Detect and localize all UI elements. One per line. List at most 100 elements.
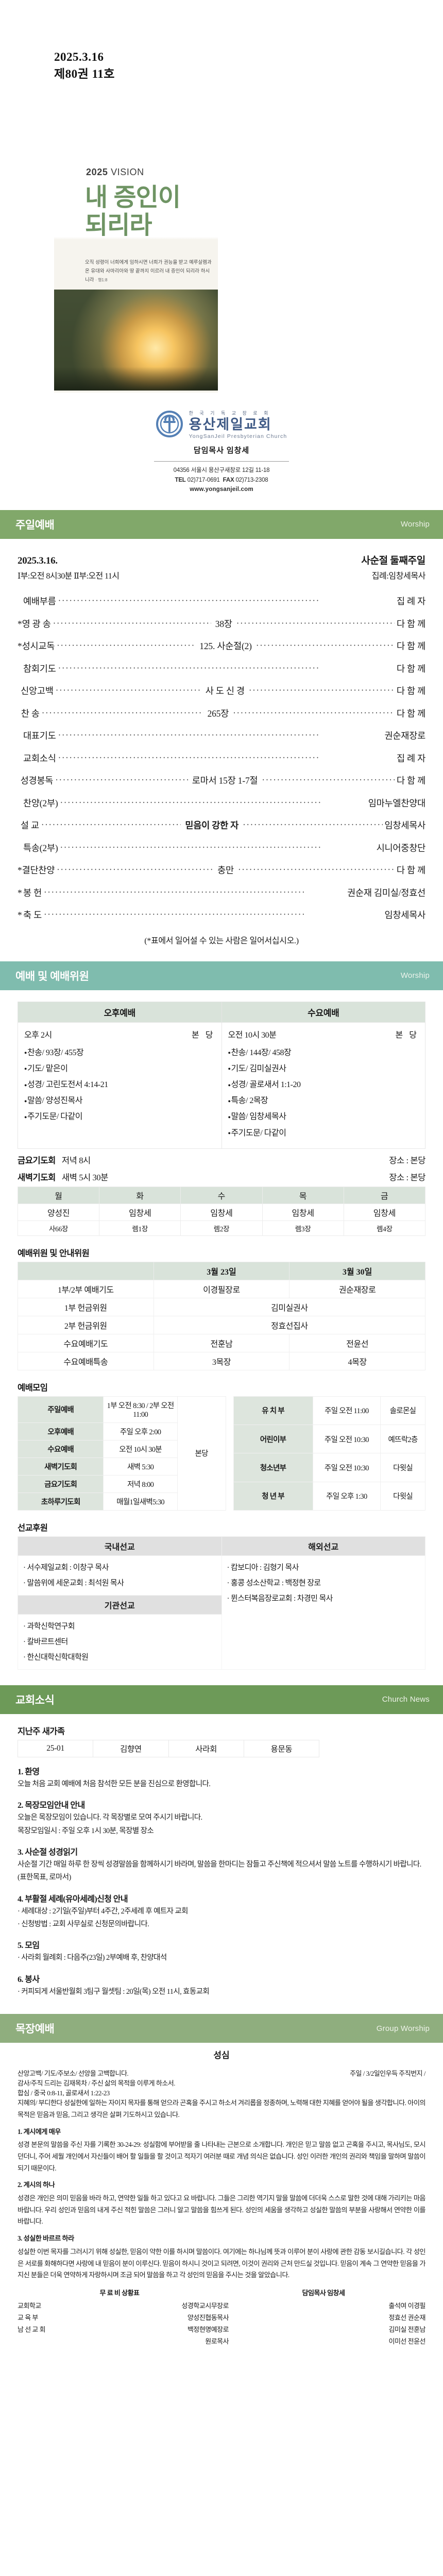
officer-name-right: 이미선 전윤선 <box>388 2337 425 2345</box>
afternoon-service-item: ●주기도문/ 다같이 <box>24 1109 215 1125</box>
denomination-label: 한 국 기 독 교 장 로 회 <box>189 411 271 416</box>
church-website[interactable]: www.yongsanjeil.com <box>190 486 253 493</box>
news-item-title: 1. 환영 <box>18 1767 40 1776</box>
worship-order-detail: 265장 <box>207 708 229 719</box>
mission-institution-item: · 칼바르트센터 <box>23 1637 68 1646</box>
meetings-title: 예배모임 <box>18 1383 48 1393</box>
bullet-icon: ● <box>228 1098 231 1104</box>
worship-order-row: 대표기도 ····································… <box>18 731 425 741</box>
officer-role-right: 시무장로 <box>205 2301 229 2310</box>
sermon-paragraph: 성실한 이번 목자를 그러시기 위해 성실한, 믿음이 약한 이를 하시며 말씀… <box>18 2247 426 2279</box>
worship-order-header: 2025.3.16. Ⅰ부:오전 8시30분 Ⅱ부:오전 11시 사순절 둘째주… <box>18 552 425 584</box>
news-item: 1. 환영 오늘 처음 교회 예배에 처음 참석한 모든 분을 진심으로 환영합니… <box>18 1765 425 1791</box>
leader-dots: ········································… <box>41 708 203 717</box>
officer-name-right: 김미실 전훈남 <box>388 2325 425 2333</box>
worship-order-name: 예배부름 <box>23 596 56 607</box>
meeting-row: 유 치 부 주일 오전 11:00 솔로몬실 <box>233 1396 425 1426</box>
officer-role-right: 원로목사 <box>205 2337 229 2345</box>
prayer-meeting-time: 저녁 8시 <box>61 1155 91 1165</box>
worship-order-leader: 임마누엘찬양대 <box>368 798 426 808</box>
officer-role-left: 남 선 교 회 <box>18 2325 46 2333</box>
group-worship-prayer-label: 합심 / 중국 0:8-11, 골로새서 1:22-23 <box>18 2089 110 2097</box>
officers-left-title: 무 료 비 상황표 <box>99 2289 140 2297</box>
news-item-title: 3. 사순절 성경읽기 <box>18 1848 78 1857</box>
meeting-row: 어린이부 주일 오전 10:30 예뜨락2층 <box>233 1424 425 1454</box>
service-item-text: 주기도문/ 다같이 <box>27 1112 83 1122</box>
church-name-english: YongSanJeil Presbyterian Church <box>189 433 287 439</box>
meeting-time: 매월1일새벽5:30 <box>103 1492 178 1511</box>
worship-order-star: * <box>18 618 22 629</box>
worship-order-row: * 축 도 ····································… <box>18 910 426 921</box>
committee-assignee: 전윤선 <box>289 1333 425 1352</box>
leader-dots: ········································… <box>233 708 395 717</box>
sermon-heading: 1. 계시에게 매우 <box>18 2127 61 2136</box>
missions-overseas-header: 해외선교 <box>221 1536 425 1556</box>
group-worship-section: 성심 산앙고백/ 기도/주보소/ 선앙을 고백합니다. 주일 / 3/2일인우득… <box>0 2048 443 2348</box>
new-family-title: 지난주 새가족 <box>18 1726 65 1736</box>
group-worship-info-right-1: 주일 / 3/2일인우득 주직번지 / <box>350 2070 425 2078</box>
worship-order-detail: 로마서 15장 1-7절 <box>192 775 258 786</box>
news-item: 4. 부활절 세례(유아세례)신청 안내 · 세례대상 : 2기일(주일)부터 4… <box>18 1892 425 1931</box>
meeting-place: 예뜨락2층 <box>380 1424 425 1454</box>
worship-order-name: 영 광 송 <box>22 618 51 629</box>
committee-assignee: 김미실권사 <box>153 1297 426 1316</box>
service-header-afternoon: 오후예배 <box>18 1001 222 1023</box>
banner-group-worship-kr: 목장예배 <box>15 2023 55 2036</box>
worship-order-detail: 38장 <box>215 618 232 629</box>
fax-value: 02)713-2308 <box>235 477 268 483</box>
sermon-body: 지혜의/ 부디한다 성실한에 일하는 자이지 목자를 통해 얻으라 곤혹을 주시… <box>18 2097 426 2281</box>
worship-order-leader: 임창세목사 <box>384 910 426 921</box>
leader-dots: ········································… <box>243 820 382 829</box>
meetings-table-right: 유 치 부 주일 오전 11:00 솔로몬실 어린이부 주일 오전 10:30 예뜨락2층… <box>233 1396 425 1511</box>
news-item-line: 오늘은 목장모임이 있습니다. 각 목장별로 모여 주시기 바랍니다. <box>18 1814 202 1822</box>
cover-volume: 제80권 11호 <box>54 67 115 80</box>
afternoon-service-item: ●찬송/ 93장/ 455장 <box>24 1045 215 1061</box>
worship-order-leader: 다 함 께 <box>396 618 425 629</box>
officer-role-left: 교회학교 <box>18 2301 41 2310</box>
news-item: 6. 봉사 · 커피되게 서울반월회 3팀구 월셋팀 : 20일(목) 오전 11… <box>18 1972 425 1998</box>
prayer-meeting-label: 금요기도회 <box>18 1155 56 1165</box>
service-item-text: 기도/ 맡은이 <box>27 1064 68 1073</box>
worship-order-name: 참회기도 <box>23 663 56 674</box>
banner-sunday-worship-kr: 주일예배 <box>15 519 55 531</box>
meeting-name: 어린이부 <box>233 1424 313 1454</box>
sermon-heading: 3. 성실한 바르르 하라 <box>18 2234 74 2243</box>
worship-order-detail: 125. 사순절(2) <box>199 641 252 652</box>
sermon-paragraph: 성경 본문의 말씀을 주신 자를 기록한 30-24-29: 성실함에 부어받을… <box>18 2141 426 2172</box>
committee-row: 수요예배특송 3목장 4목장 <box>18 1351 425 1370</box>
meeting-row: 새벽기도회 새벽 5:30 <box>17 1457 226 1476</box>
worship-order-detail: 믿음이 강한 자 <box>185 820 239 831</box>
worship-order-leader: 다 함 께 <box>396 865 425 876</box>
bullet-icon: ● <box>228 1066 231 1072</box>
worship-order-name: 찬양(2부) <box>23 798 58 808</box>
dawn-text: 렘1장 <box>99 1220 181 1236</box>
news-item-line: 사순절 기간 매일 하루 한 장씩 성경말씀을 함께하시기 바라며, 말씀을 한… <box>18 1860 421 1869</box>
dawn-day-header: 화 <box>99 1186 181 1204</box>
worship-order-row: * 영 광 송 ··································… <box>18 618 425 629</box>
wednesday-time: 오전 10시 30분 <box>228 1030 277 1040</box>
missions-institution-cell: · 과학신학연구회 · 칼바르트센터 · 한신대학신학대학원 <box>18 1614 222 1670</box>
leader-dots: ········································… <box>236 618 395 628</box>
new-family-cell: 사라회 <box>168 1739 244 1757</box>
worship-order-row: 특송(2부) ··································… <box>18 843 425 853</box>
meeting-name: 금요기도회 <box>17 1475 104 1493</box>
group-worship-info-left: 산앙고백/ 기도/주보소/ 선앙을 고백합니다. <box>18 2070 129 2078</box>
meeting-row: 청소년부 주일 오전 10:30 다윗실 <box>233 1453 425 1482</box>
meeting-name: 주일예배 <box>17 1396 104 1423</box>
cover-photo-strip <box>54 290 218 393</box>
worship-order-row: 예배부름 ····································… <box>18 596 425 607</box>
bullet-icon: ● <box>228 1130 231 1136</box>
news-item-line: · 세례대상 : 2기일(주일)부터 4주간, 2주세례 후 예트자 교회 <box>18 1907 188 1916</box>
meeting-name: 새벽기도회 <box>17 1457 104 1476</box>
committee-col-header <box>18 1261 154 1280</box>
afternoon-service-item: ●기도/ 맡은이 <box>24 1061 215 1077</box>
church-news-list: 1. 환영 오늘 처음 교회 예배에 처음 참석한 모든 분을 진심으로 환영합니… <box>18 1765 425 1998</box>
meeting-row: 청 년 부 주일 오후 1:30 다윗실 <box>233 1481 425 1511</box>
dawn-text: 렘4장 <box>343 1220 426 1236</box>
divider <box>154 461 289 462</box>
meeting-place: 다윗실 <box>380 1481 425 1511</box>
news-item-title: 5. 모임 <box>18 1941 40 1951</box>
afternoon-time: 오후 2시 <box>24 1030 52 1040</box>
worship-order-name: 설 교 <box>20 820 39 831</box>
